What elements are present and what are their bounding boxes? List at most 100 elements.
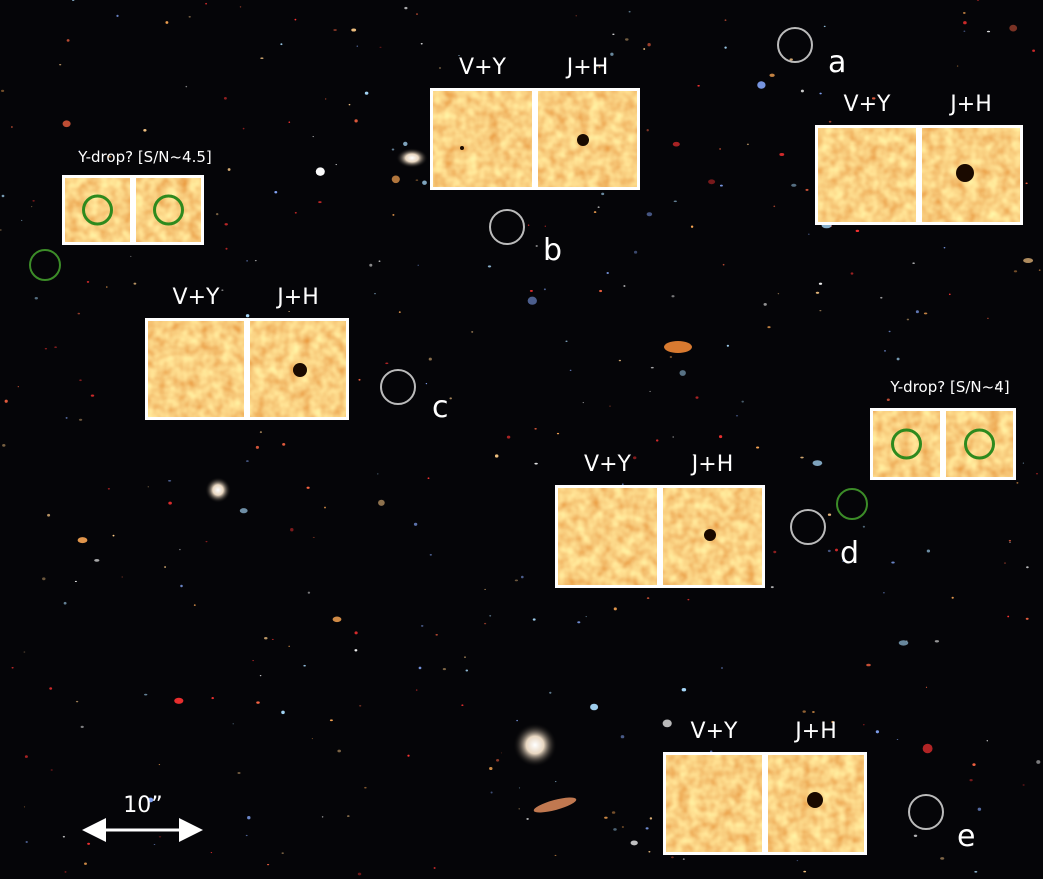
star <box>687 598 690 601</box>
star <box>1008 539 1012 542</box>
star <box>442 668 447 671</box>
star <box>379 46 382 48</box>
star <box>17 386 19 388</box>
star <box>500 752 503 754</box>
star <box>791 183 797 187</box>
star <box>77 537 88 544</box>
star <box>282 443 286 446</box>
star <box>610 52 614 56</box>
star <box>259 431 262 434</box>
star <box>590 703 599 711</box>
star <box>256 701 260 704</box>
star <box>948 293 951 296</box>
star <box>789 58 793 61</box>
star <box>986 30 991 33</box>
stamp-image <box>873 411 940 477</box>
star <box>520 575 524 579</box>
star <box>354 119 358 123</box>
star <box>811 711 815 713</box>
star <box>62 835 65 838</box>
star <box>392 213 395 216</box>
star <box>855 229 860 233</box>
star <box>628 10 631 13</box>
star <box>618 359 622 362</box>
candidate-circle <box>82 194 113 226</box>
star <box>351 28 357 32</box>
star <box>888 330 891 333</box>
star <box>986 740 989 742</box>
star <box>735 415 739 417</box>
band-label: V+Y <box>173 285 220 310</box>
stamp-image <box>666 755 762 852</box>
star <box>943 247 946 249</box>
star <box>621 483 624 485</box>
star <box>449 397 452 400</box>
star <box>850 272 854 275</box>
star <box>307 591 311 594</box>
star <box>205 2 208 5</box>
star <box>1026 566 1029 569</box>
star <box>673 200 677 203</box>
star <box>645 827 649 830</box>
star <box>75 700 79 703</box>
star <box>671 856 674 859</box>
band-label: V+Y <box>584 452 631 477</box>
star <box>648 851 651 853</box>
galaxy <box>205 477 231 503</box>
band-label: J+H <box>793 719 836 744</box>
star <box>1035 473 1039 475</box>
y-drop-label: Y-drop? [S/N~4] <box>889 378 1009 396</box>
star <box>364 786 367 789</box>
star <box>193 604 196 607</box>
star <box>625 38 629 41</box>
star <box>818 282 823 285</box>
star <box>168 479 172 482</box>
star <box>23 806 26 808</box>
star <box>805 188 809 191</box>
star <box>913 834 918 837</box>
star <box>245 834 248 837</box>
star <box>354 649 358 652</box>
marker-label: e <box>957 819 975 854</box>
star <box>1025 182 1028 185</box>
star <box>922 743 933 754</box>
star <box>709 750 713 753</box>
star <box>719 184 723 187</box>
star <box>303 664 306 667</box>
band-label: J+H <box>565 55 608 80</box>
star <box>168 501 172 505</box>
star <box>165 21 169 24</box>
galaxy <box>664 341 692 353</box>
star <box>724 19 727 21</box>
dark-spot <box>460 146 464 150</box>
star <box>329 719 333 722</box>
star <box>59 64 62 66</box>
star <box>325 98 327 100</box>
star <box>490 791 493 794</box>
star <box>526 818 529 820</box>
star <box>337 749 341 753</box>
star <box>565 340 568 342</box>
star <box>72 0 75 1</box>
star <box>773 205 776 208</box>
star <box>324 506 326 509</box>
star <box>404 6 408 10</box>
star <box>598 66 601 68</box>
star <box>50 769 53 771</box>
star <box>31 206 33 208</box>
star <box>767 326 771 329</box>
star <box>34 296 38 300</box>
star <box>484 588 486 590</box>
star <box>143 129 147 132</box>
star <box>906 318 910 321</box>
star <box>518 787 521 789</box>
star <box>246 260 248 262</box>
star <box>962 12 966 14</box>
star <box>281 852 284 854</box>
star <box>646 129 649 132</box>
star <box>74 580 77 582</box>
star <box>906 640 908 642</box>
stamp-image <box>136 178 201 242</box>
star <box>620 735 625 739</box>
